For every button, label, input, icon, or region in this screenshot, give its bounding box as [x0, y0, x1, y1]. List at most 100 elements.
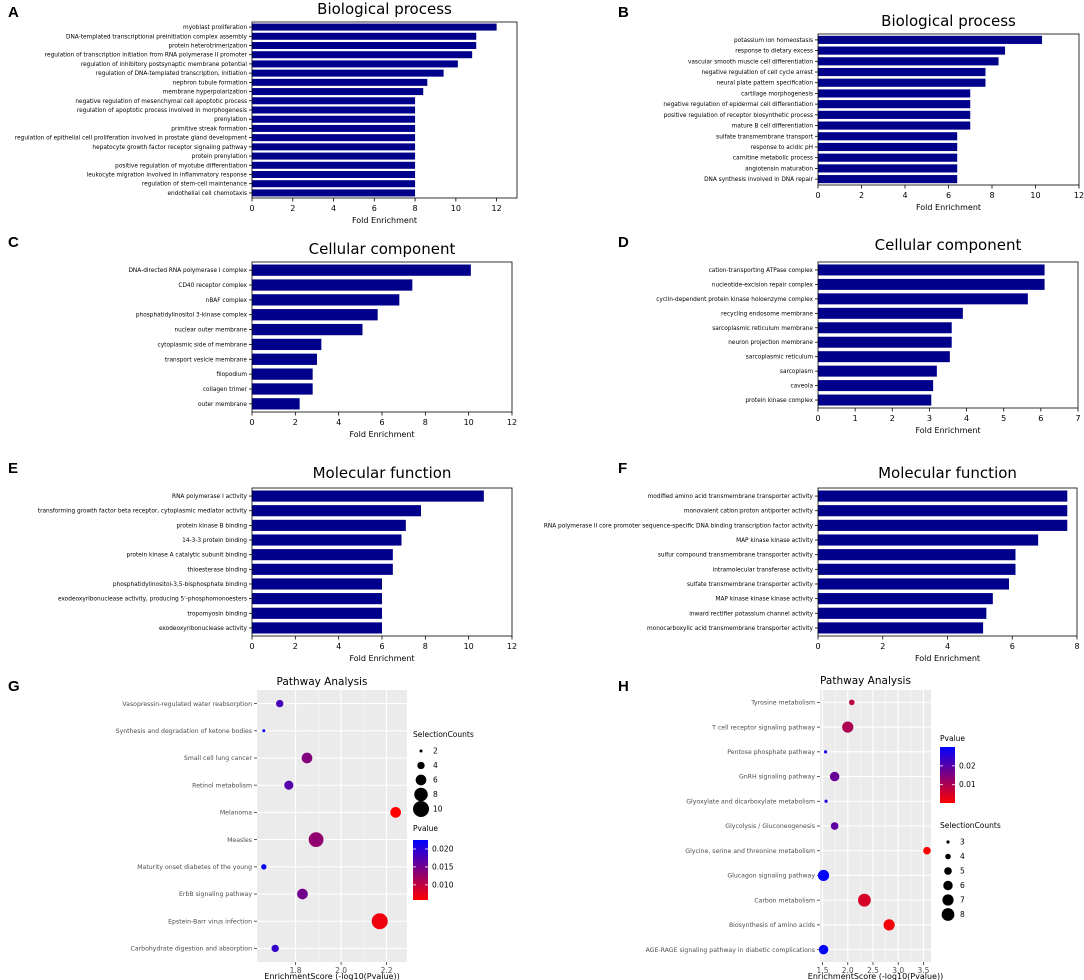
bar — [252, 309, 378, 321]
size-legend-dot — [419, 749, 423, 753]
panel-letter-d: D — [618, 234, 629, 251]
x-tick-label: 0 — [249, 204, 254, 213]
bar — [252, 23, 497, 31]
point — [824, 799, 828, 803]
bar — [818, 549, 1016, 561]
x-tick-label: 6 — [1038, 414, 1043, 423]
chart-b: Biological process potassium ion homeosta… — [663, 12, 1084, 212]
x-tick-label: 12 — [507, 642, 517, 651]
category-label: caveola — [791, 384, 814, 390]
category-label: carnitine metabolic process — [733, 156, 813, 162]
panel-letter-g: G — [8, 678, 20, 695]
chart-g-title: Pathway Analysis — [277, 676, 368, 688]
chart-d-title: Cellular component — [875, 236, 1022, 254]
chart-d-xlabel: Fold Enrichment — [915, 426, 980, 435]
size-legend-label: 8 — [433, 790, 438, 799]
chart-c: Cellular component DNA-directed RNA polym… — [128, 240, 517, 439]
bar — [252, 60, 458, 68]
bar — [818, 57, 999, 66]
chart-a-frame — [251, 21, 518, 199]
category-label: cartilage morphogenesis — [741, 91, 813, 97]
bar — [252, 51, 473, 59]
x-tick-label: 8 — [989, 191, 994, 200]
chart-f: Molecular function modified amino acid tr… — [544, 464, 1080, 663]
x-tick-label: 4 — [336, 642, 341, 651]
bar — [252, 189, 416, 197]
category-label: regulation of apoptotic process involved… — [77, 108, 247, 114]
bar — [252, 88, 424, 96]
category-label: sarcoplasm — [780, 369, 813, 375]
category-label: monovalent cation:proton antiporter acti… — [684, 509, 814, 515]
x-tick-label: 1.5 — [817, 966, 829, 975]
bar — [252, 353, 317, 365]
bar — [252, 41, 477, 49]
category-label: protein kinase B binding — [177, 523, 248, 529]
bar — [252, 563, 393, 575]
category-label: nBAF complex — [206, 298, 248, 304]
category-label: T cell receptor signaling pathway — [711, 724, 815, 731]
panel-letter-b: B — [618, 4, 629, 21]
category-label: phosphatidylinositol-3,5-bisphosphate bi… — [113, 582, 247, 588]
category-label: Carbon metabolism — [754, 897, 815, 904]
category-label: Synthesis and degradation of ketone bodi… — [116, 728, 252, 735]
point — [823, 750, 828, 754]
x-tick-label: 12 — [507, 418, 517, 427]
x-tick-label: 8 — [1074, 642, 1079, 651]
point — [829, 771, 840, 782]
chart-g: Pathway Analysis 1.8 2.0 2.2 Vasopressin-reg… — [116, 676, 474, 980]
x-tick-label: 4 — [964, 414, 969, 423]
chart-h-xlabel: EnrichmentScore (-log10(Pvalue)) — [808, 972, 943, 980]
x-tick-label: 6 — [372, 204, 377, 213]
bar — [818, 278, 1045, 290]
category-label: ErbB signaling pathway — [179, 891, 252, 898]
x-tick-label: 4 — [945, 642, 950, 651]
category-label: positive regulation of myotube different… — [115, 163, 247, 169]
category-label: cyclin-dependent protein kinase holoenzy… — [656, 297, 813, 303]
x-tick-label: 5 — [1001, 414, 1006, 423]
point — [858, 893, 871, 907]
bar — [818, 89, 971, 98]
x-tick-label: 2.5 — [867, 966, 879, 975]
bar — [252, 171, 416, 179]
chart-b-frame — [817, 33, 1080, 186]
category-label: protein kinase A catalytic subunit bindi… — [127, 553, 248, 559]
category-label: mature B cell differentiation — [732, 124, 814, 130]
chart-g-xlabel: EnrichmentScore (-log10(Pvalue)) — [264, 972, 399, 980]
size-legend-label: 5 — [960, 867, 965, 876]
x-tick-label: 2 — [293, 642, 298, 651]
category-label: Vasopressin-regulated water reabsorption — [122, 701, 252, 708]
point — [276, 699, 284, 708]
bar — [818, 100, 971, 109]
category-label: phosphatidylinositol 3-kinase complex — [136, 313, 248, 319]
bar — [818, 35, 1043, 44]
panel-letter-f: F — [618, 460, 628, 477]
point — [262, 729, 266, 733]
category-label: regulation of transcription initiation f… — [45, 53, 248, 59]
category-label: vascular smooth muscle cell differentiat… — [688, 59, 813, 65]
point — [301, 752, 313, 764]
category-label: modified amino acid transmembrane transp… — [648, 494, 814, 500]
x-tick-label: 6 — [1010, 642, 1015, 651]
chart-a-title: Biological process — [317, 0, 452, 18]
point — [842, 721, 854, 733]
bar — [818, 153, 958, 162]
point — [849, 699, 855, 706]
x-tick-label: 1.8 — [290, 966, 302, 975]
x-tick-label: 0 — [815, 414, 820, 423]
size-legend-dot — [945, 853, 951, 860]
category-label: prenylation — [214, 117, 247, 123]
point — [261, 864, 267, 870]
bar — [252, 622, 382, 634]
category-label: outer membrane — [198, 402, 247, 408]
x-tick-label: 4 — [331, 204, 336, 213]
bar — [252, 490, 484, 502]
bar — [818, 622, 984, 634]
x-tick-label: 0 — [815, 191, 820, 200]
bar — [252, 106, 416, 114]
x-tick-label: 4 — [902, 191, 907, 200]
x-tick-label: 2 — [890, 414, 895, 423]
size-legend-label: 4 — [960, 852, 965, 861]
bar — [818, 121, 971, 130]
category-label: collagen trimer — [203, 387, 248, 393]
size-legend-dot — [946, 840, 950, 844]
